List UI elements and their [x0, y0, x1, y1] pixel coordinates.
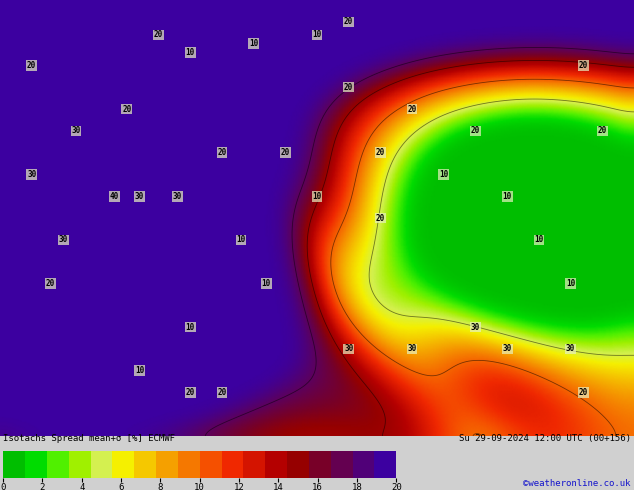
- Text: 10: 10: [236, 235, 245, 245]
- Text: ©weatheronline.co.uk: ©weatheronline.co.uk: [523, 479, 631, 488]
- Text: 20: 20: [376, 214, 385, 222]
- Bar: [68, 451, 91, 478]
- Text: 20: 20: [281, 148, 290, 157]
- Text: 20: 20: [217, 148, 226, 157]
- Text: 20: 20: [579, 388, 588, 397]
- Bar: [287, 451, 309, 478]
- Text: 10: 10: [534, 235, 543, 245]
- Text: 10: 10: [566, 279, 575, 288]
- Bar: [47, 451, 68, 478]
- Text: 10: 10: [135, 366, 144, 375]
- Text: 20: 20: [46, 279, 55, 288]
- Text: 30: 30: [59, 235, 68, 245]
- Text: 20: 20: [217, 388, 226, 397]
- Text: 10: 10: [186, 48, 195, 57]
- Bar: [112, 451, 134, 478]
- Text: 10: 10: [262, 279, 271, 288]
- Bar: [200, 451, 221, 478]
- Text: 40: 40: [110, 192, 119, 201]
- Text: 20: 20: [579, 61, 588, 70]
- Text: 10: 10: [313, 30, 321, 39]
- Text: 20: 20: [186, 388, 195, 397]
- Text: 30: 30: [408, 344, 417, 353]
- Text: 30: 30: [27, 170, 36, 179]
- Bar: [243, 451, 265, 478]
- Text: 10: 10: [249, 39, 258, 48]
- Text: 20: 20: [122, 104, 131, 114]
- Text: 20: 20: [27, 61, 36, 70]
- Text: 20: 20: [598, 126, 607, 135]
- Bar: [91, 451, 112, 478]
- Bar: [309, 451, 331, 478]
- Text: 20: 20: [344, 17, 353, 26]
- Text: 10: 10: [313, 192, 321, 201]
- Text: 20: 20: [376, 148, 385, 157]
- Text: 30: 30: [135, 192, 144, 201]
- Bar: [134, 451, 156, 478]
- Text: 10: 10: [503, 192, 512, 201]
- Bar: [375, 451, 396, 478]
- Text: 30: 30: [344, 344, 353, 353]
- Text: 20: 20: [154, 30, 163, 39]
- Text: 20: 20: [408, 104, 417, 114]
- Text: 30: 30: [173, 192, 182, 201]
- Text: 30: 30: [566, 344, 575, 353]
- Text: 30: 30: [503, 344, 512, 353]
- Text: 20: 20: [344, 83, 353, 92]
- Text: Isotachs Spread mean+σ [%] ECMWF: Isotachs Spread mean+σ [%] ECMWF: [3, 435, 175, 443]
- Text: 30: 30: [72, 126, 81, 135]
- Text: 10: 10: [439, 170, 448, 179]
- Text: 30: 30: [471, 322, 480, 332]
- Bar: [178, 451, 200, 478]
- Text: 10: 10: [186, 322, 195, 332]
- Bar: [156, 451, 178, 478]
- Bar: [353, 451, 375, 478]
- Text: Su 29-09-2024 12:00 UTC (00+156): Su 29-09-2024 12:00 UTC (00+156): [459, 435, 631, 443]
- Bar: [25, 451, 47, 478]
- Bar: [221, 451, 243, 478]
- Bar: [331, 451, 353, 478]
- Bar: [3, 451, 25, 478]
- Bar: [265, 451, 287, 478]
- Text: 20: 20: [471, 126, 480, 135]
